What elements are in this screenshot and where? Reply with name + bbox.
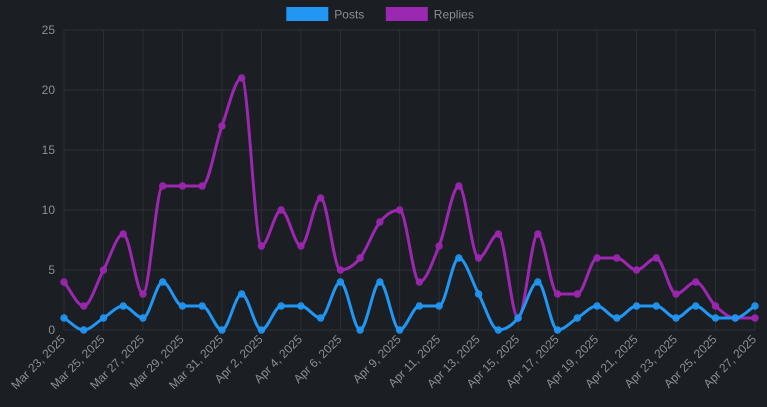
data-point-replies[interactable] bbox=[178, 182, 187, 190]
data-point-replies[interactable] bbox=[435, 242, 443, 250]
data-point-posts[interactable] bbox=[99, 314, 108, 322]
data-point-posts[interactable] bbox=[178, 302, 187, 310]
data-point-posts[interactable] bbox=[613, 314, 621, 322]
data-point-posts[interactable] bbox=[237, 290, 246, 298]
data-point-posts[interactable] bbox=[119, 302, 127, 310]
data-point-replies[interactable] bbox=[198, 182, 206, 190]
data-point-posts[interactable] bbox=[198, 302, 206, 310]
y-tick-label: 15 bbox=[42, 143, 56, 157]
data-point-posts[interactable] bbox=[731, 314, 739, 322]
data-point-posts[interactable] bbox=[632, 302, 641, 310]
data-point-replies[interactable] bbox=[613, 254, 621, 262]
data-point-replies[interactable] bbox=[395, 206, 404, 214]
data-point-replies[interactable] bbox=[356, 254, 364, 262]
data-point-replies[interactable] bbox=[218, 122, 226, 130]
data-point-posts[interactable] bbox=[514, 314, 522, 322]
data-point-replies[interactable] bbox=[99, 266, 108, 274]
legend-item-replies[interactable]: Replies bbox=[385, 7, 474, 22]
data-point-posts[interactable] bbox=[316, 314, 325, 322]
data-point-replies[interactable] bbox=[751, 314, 759, 322]
data-point-replies[interactable] bbox=[711, 302, 720, 310]
y-tick-label: 20 bbox=[42, 83, 56, 97]
data-point-replies[interactable] bbox=[415, 278, 424, 286]
data-point-posts[interactable] bbox=[692, 302, 700, 310]
data-point-posts[interactable] bbox=[711, 314, 720, 322]
data-point-posts[interactable] bbox=[534, 278, 542, 286]
y-tick-label: 5 bbox=[48, 263, 55, 277]
data-point-replies[interactable] bbox=[316, 194, 325, 202]
data-point-replies[interactable] bbox=[277, 206, 285, 214]
data-point-replies[interactable] bbox=[692, 278, 700, 286]
data-point-posts[interactable] bbox=[474, 290, 483, 298]
data-point-posts[interactable] bbox=[277, 302, 285, 310]
data-point-replies[interactable] bbox=[652, 254, 660, 262]
data-point-posts[interactable] bbox=[415, 302, 424, 310]
data-point-replies[interactable] bbox=[257, 242, 266, 250]
data-point-replies[interactable] bbox=[593, 254, 601, 262]
data-point-posts[interactable] bbox=[593, 302, 601, 310]
y-tick-label: 0 bbox=[48, 323, 55, 337]
legend-label-replies: Replies bbox=[434, 8, 474, 22]
data-point-replies[interactable] bbox=[534, 230, 542, 238]
data-point-replies[interactable] bbox=[139, 290, 147, 298]
data-point-posts[interactable] bbox=[139, 314, 147, 322]
data-point-posts[interactable] bbox=[80, 326, 88, 334]
series-line-posts bbox=[62, 256, 757, 332]
data-point-replies[interactable] bbox=[80, 302, 88, 310]
data-point-posts[interactable] bbox=[455, 254, 463, 262]
legend-item-posts[interactable]: Posts bbox=[286, 7, 364, 22]
data-point-posts[interactable] bbox=[435, 302, 443, 310]
data-point-posts[interactable] bbox=[257, 326, 266, 334]
data-point-replies[interactable] bbox=[553, 290, 562, 298]
data-point-replies[interactable] bbox=[297, 242, 305, 250]
y-tick-label: 25 bbox=[42, 23, 56, 37]
data-point-posts[interactable] bbox=[159, 278, 167, 286]
data-point-replies[interactable] bbox=[573, 290, 582, 298]
series-lines bbox=[60, 74, 759, 334]
data-point-posts[interactable] bbox=[356, 326, 364, 334]
data-point-posts[interactable] bbox=[672, 314, 680, 322]
data-point-replies[interactable] bbox=[60, 278, 68, 286]
legend[interactable]: Posts Replies bbox=[286, 7, 474, 22]
legend-label-posts: Posts bbox=[334, 8, 364, 22]
data-point-replies[interactable] bbox=[159, 182, 167, 190]
data-point-replies[interactable] bbox=[376, 218, 384, 226]
data-point-replies[interactable] bbox=[494, 230, 503, 238]
series-line-replies bbox=[62, 76, 757, 320]
data-point-replies[interactable] bbox=[632, 266, 641, 274]
data-point-replies[interactable] bbox=[119, 230, 127, 238]
data-point-posts[interactable] bbox=[297, 302, 305, 310]
data-point-posts[interactable] bbox=[553, 326, 562, 334]
data-point-replies[interactable] bbox=[474, 254, 483, 262]
data-point-posts[interactable] bbox=[652, 302, 660, 310]
data-point-posts[interactable] bbox=[751, 302, 759, 310]
legend-swatch-replies bbox=[385, 7, 428, 21]
data-point-replies[interactable] bbox=[455, 182, 463, 190]
y-tick-label: 10 bbox=[42, 203, 56, 217]
data-point-posts[interactable] bbox=[60, 314, 68, 322]
data-point-posts[interactable] bbox=[218, 326, 226, 334]
data-point-replies[interactable] bbox=[336, 266, 345, 274]
data-point-posts[interactable] bbox=[376, 278, 384, 286]
legend-swatch-posts bbox=[286, 7, 329, 21]
data-point-posts[interactable] bbox=[336, 278, 345, 286]
data-point-replies[interactable] bbox=[672, 290, 680, 298]
data-point-posts[interactable] bbox=[395, 326, 404, 334]
data-point-replies[interactable] bbox=[237, 74, 246, 82]
data-point-posts[interactable] bbox=[494, 326, 503, 334]
data-point-posts[interactable] bbox=[573, 314, 582, 322]
